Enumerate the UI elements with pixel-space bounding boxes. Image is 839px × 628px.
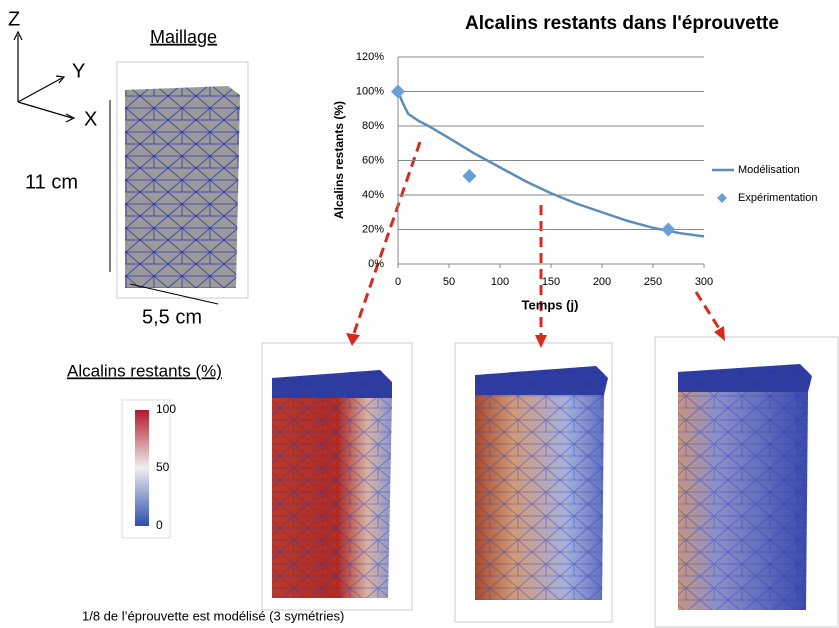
- footnote: 1/8 de l’éprouvette est modélisé (3 symé…: [82, 608, 344, 623]
- frame: [454, 342, 613, 623]
- arrowhead: [346, 326, 725, 348]
- line: [396, 91, 705, 238]
- y-tick-label: 40%: [362, 189, 384, 201]
- colorbar-tick: 0: [156, 518, 163, 532]
- marker: [391, 84, 405, 99]
- x-tick-label: 150: [542, 276, 560, 288]
- legend-label: Expérimentation: [738, 192, 818, 204]
- x-tick-label: 200: [593, 276, 611, 288]
- y-tick-label: 80%: [362, 120, 384, 132]
- legend-swatch: [717, 193, 727, 203]
- mesh-title: Maillage: [150, 27, 217, 47]
- x-tick-label: 50: [443, 276, 455, 288]
- chart-title: Alcalins restants dans l'éprouvette: [465, 13, 779, 34]
- dimension-label: 5,5 cm: [142, 306, 202, 328]
- axis-label: Z: [8, 8, 20, 30]
- snapshot: [475, 366, 608, 600]
- snapshot: [678, 364, 812, 610]
- colorbar-tick: 50: [156, 460, 170, 474]
- frame: [654, 336, 839, 628]
- y-tick-label: 20%: [362, 223, 384, 235]
- y-axis-label: Alcalins restants (%): [332, 101, 346, 219]
- frame: [261, 342, 413, 611]
- x-tick-label: 0: [395, 276, 401, 288]
- marker: [661, 222, 676, 237]
- x-tick-label: 250: [644, 276, 662, 288]
- plot: 0% 20% 40% 60% 80% 100% 120% 0 50 100 150 200 250 300…: [356, 51, 818, 288]
- colorbar: [135, 410, 149, 526]
- axes-triad: [13, 30, 76, 123]
- x-tick-label: 300: [695, 276, 713, 288]
- colorbar-title: Alcalins restants (%): [67, 361, 222, 380]
- frame: [121, 399, 171, 539]
- y-tick-label: 120%: [356, 51, 384, 63]
- mesh-image: [125, 86, 240, 288]
- colorbar-tick: 100: [156, 402, 176, 416]
- dimension: [129, 283, 219, 305]
- axis-label: Y: [72, 60, 85, 82]
- y-tick-label: 100%: [356, 85, 384, 97]
- marker: [462, 169, 477, 184]
- arrow: [351, 141, 722, 337]
- snapshot: [272, 370, 392, 598]
- y-tick-label: 60%: [362, 154, 384, 166]
- x-axis-label: Temps (j): [522, 297, 579, 312]
- x-tick-label: 100: [491, 276, 509, 288]
- dimension-label: 11 cm: [25, 171, 78, 193]
- y-tick-label: 0%: [368, 258, 384, 270]
- frame: [116, 61, 249, 299]
- legend-label: Modélisation: [738, 164, 800, 176]
- axis-label: X: [84, 108, 97, 130]
